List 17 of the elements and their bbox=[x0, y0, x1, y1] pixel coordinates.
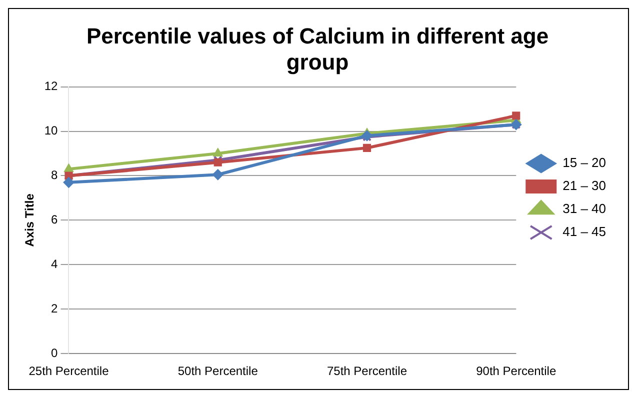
y-tick-label: 8 bbox=[51, 168, 58, 182]
chart-title: Percentile values of Calcium in different age group bbox=[86, 23, 549, 75]
y-tick-label: 4 bbox=[51, 256, 58, 271]
legend-label: 31 – 40 bbox=[562, 201, 606, 216]
x-tick-label: 50th Percentile bbox=[178, 364, 258, 378]
legend-label: 15 – 20 bbox=[562, 155, 606, 170]
y-tick-label: 10 bbox=[44, 124, 58, 138]
y-tick-label: 12 bbox=[44, 79, 58, 94]
y-tick-label: 6 bbox=[51, 212, 58, 227]
x-tick-label: 25th Percentile bbox=[28, 364, 110, 378]
x-tick-label: 75th Percentile bbox=[326, 364, 408, 378]
legend-label: 21 – 30 bbox=[562, 178, 606, 194]
legend-label: 41 – 45 bbox=[562, 224, 606, 240]
x-tick-label: 90th Percentile bbox=[476, 364, 556, 378]
y-tick-label: 2 bbox=[51, 301, 58, 316]
y-tick-label: 0 bbox=[51, 346, 58, 360]
y-axis-title: Axis Title bbox=[22, 193, 37, 247]
